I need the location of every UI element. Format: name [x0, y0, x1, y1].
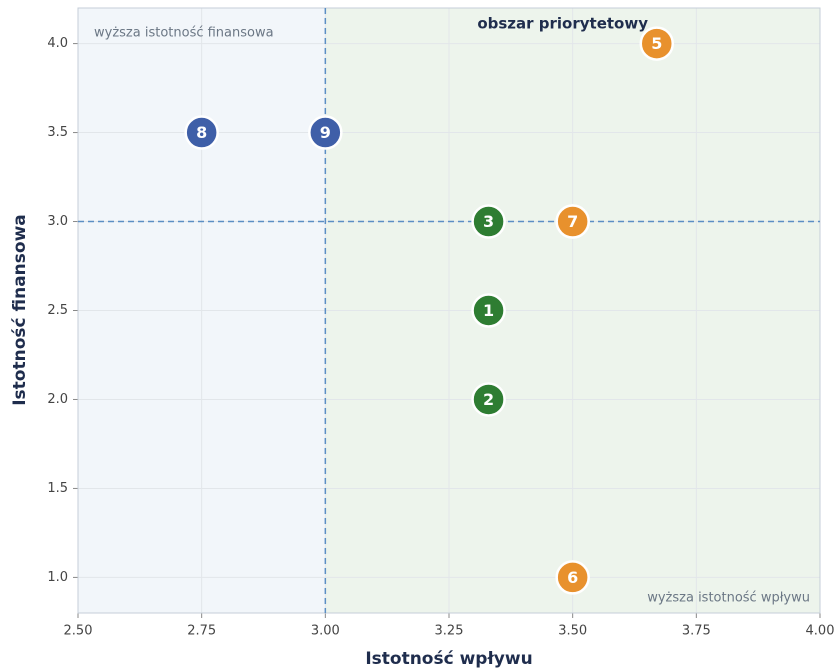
point: [471, 293, 506, 328]
y-tick-label: 2.0: [47, 392, 68, 407]
y-tick-label: 3.0: [47, 214, 68, 229]
y-axis-label: Istotność finansowa: [10, 214, 30, 406]
y-tick-label: 1.5: [47, 481, 68, 496]
x-tick-label: 4.00: [806, 624, 835, 639]
point-label: 1: [483, 301, 494, 320]
y-tick-label: 1.0: [47, 570, 68, 585]
point-label: 7: [567, 212, 578, 231]
plot-frame: [77, 7, 821, 614]
y-tick-label: 4.0: [47, 36, 68, 51]
x-tick-label: 3.75: [682, 624, 711, 639]
point-label: 9: [320, 123, 331, 142]
point-label: 5: [651, 34, 662, 53]
x-tick-label: 2.75: [187, 624, 216, 639]
point: [555, 560, 590, 595]
x-tick-label: 3.00: [311, 624, 340, 639]
x-tick-label: 3.50: [558, 624, 587, 639]
annotation: obszar priorytetowy: [477, 15, 648, 33]
point: [471, 382, 506, 417]
point-label: 6: [567, 568, 578, 587]
annotation: wyższa istotność finansowa: [94, 26, 274, 41]
point: [184, 115, 219, 150]
x-tick-label: 2.50: [64, 624, 93, 639]
y-tick-label: 2.5: [47, 303, 68, 318]
point: [308, 115, 343, 150]
point-label: 3: [483, 212, 494, 231]
point: [639, 26, 675, 61]
y-tick-label: 3.5: [47, 125, 68, 140]
annotation: wyższa istotność wpływu: [647, 591, 810, 606]
point: [471, 204, 506, 239]
point-label: 2: [483, 390, 494, 409]
x-axis-label: Istotność wpływu: [365, 649, 532, 669]
point: [555, 204, 590, 239]
x-tick-label: 3.25: [435, 624, 464, 639]
point-label: 8: [196, 123, 207, 142]
